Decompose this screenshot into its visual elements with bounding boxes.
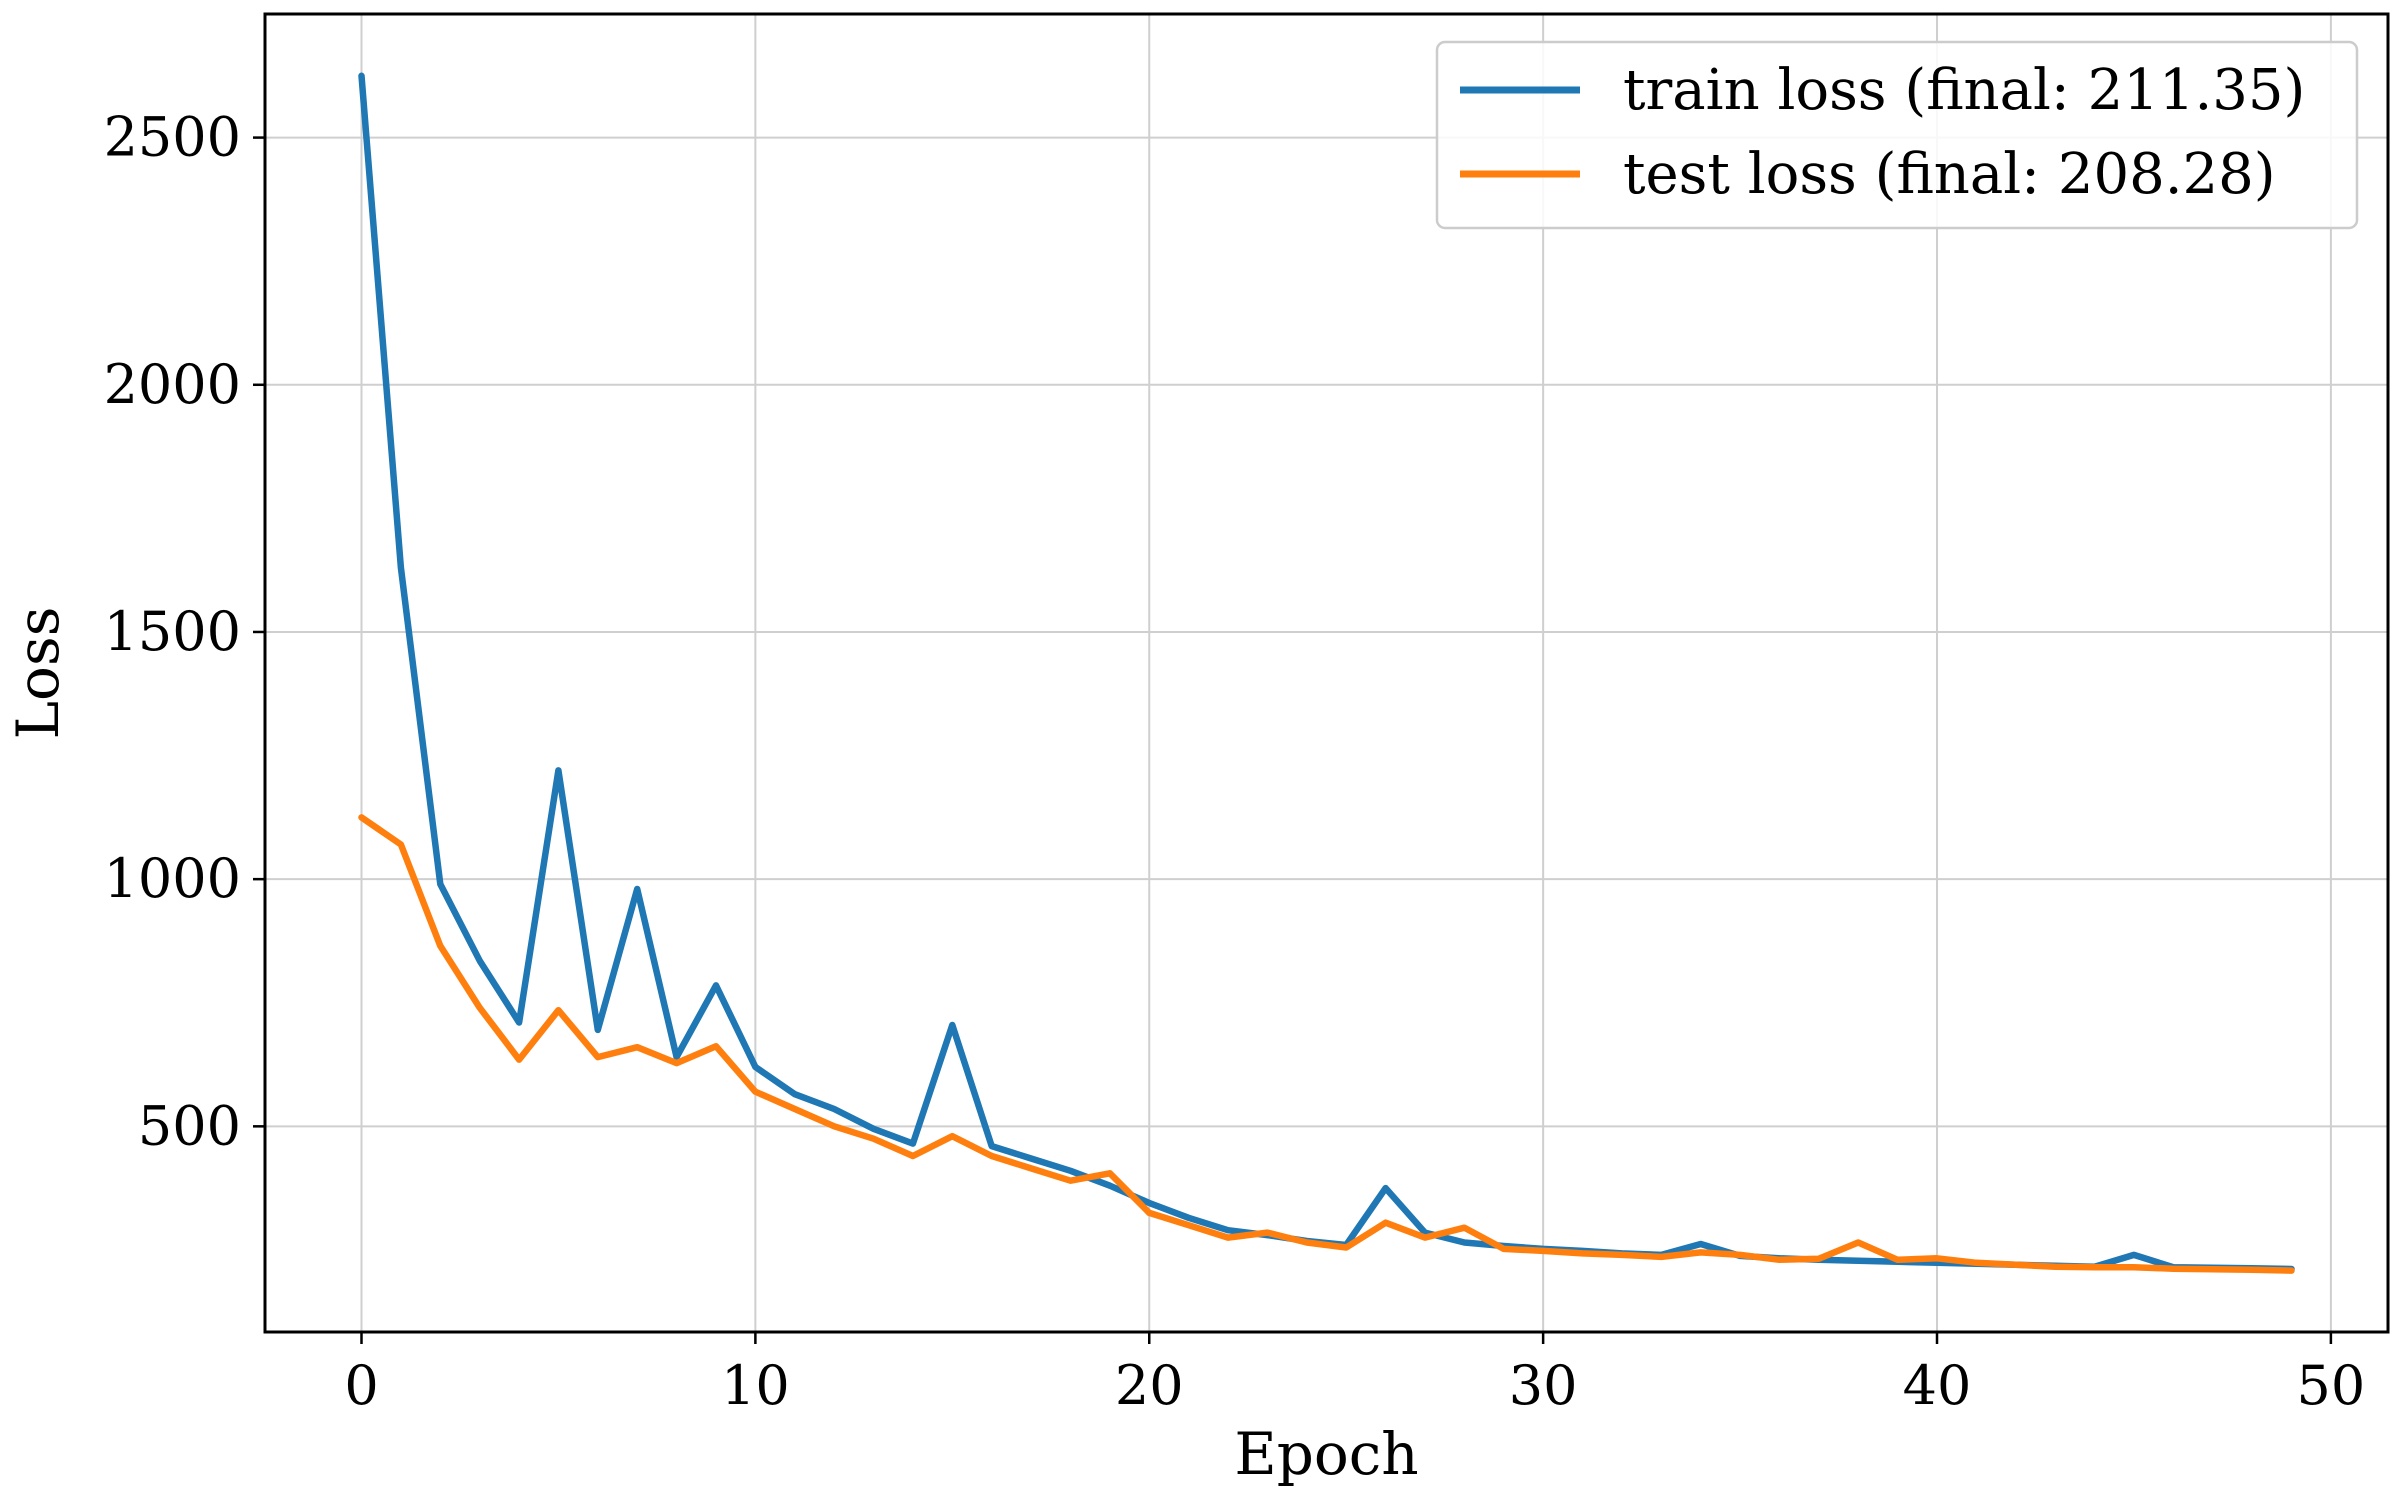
x-tick-label: 20 bbox=[1115, 1354, 1184, 1417]
y-tick-label: 1000 bbox=[104, 847, 241, 910]
legend-label-test: test loss (final: 208.28) bbox=[1623, 142, 2276, 207]
y-tick-label: 500 bbox=[138, 1094, 241, 1157]
x-tick-label: 0 bbox=[344, 1354, 378, 1417]
x-tick-label: 40 bbox=[1903, 1354, 1972, 1417]
x-tick-label: 10 bbox=[721, 1354, 790, 1417]
test-loss-line bbox=[358, 814, 2295, 1274]
series-layer bbox=[358, 72, 2295, 1274]
axis-ticks: 0 10 20 30 40 50 500 1000 1500 2000 2500 bbox=[104, 106, 2366, 1417]
legend-label-train: train loss (final: 211.35) bbox=[1623, 58, 2305, 123]
y-tick-label: 1500 bbox=[104, 600, 241, 663]
y-tick-label: 2000 bbox=[104, 353, 241, 416]
y-tick-label: 2500 bbox=[104, 106, 241, 169]
x-axis-label: Epoch bbox=[1234, 1420, 1418, 1488]
x-tick-label: 30 bbox=[1509, 1354, 1578, 1417]
legend: train loss (final: 211.35) test loss (fi… bbox=[1435, 40, 2359, 230]
x-tick-label: 50 bbox=[2297, 1354, 2366, 1417]
legend-box bbox=[1435, 40, 2359, 230]
plot-frame bbox=[263, 12, 2390, 1334]
y-axis-label: Loss bbox=[4, 607, 72, 740]
